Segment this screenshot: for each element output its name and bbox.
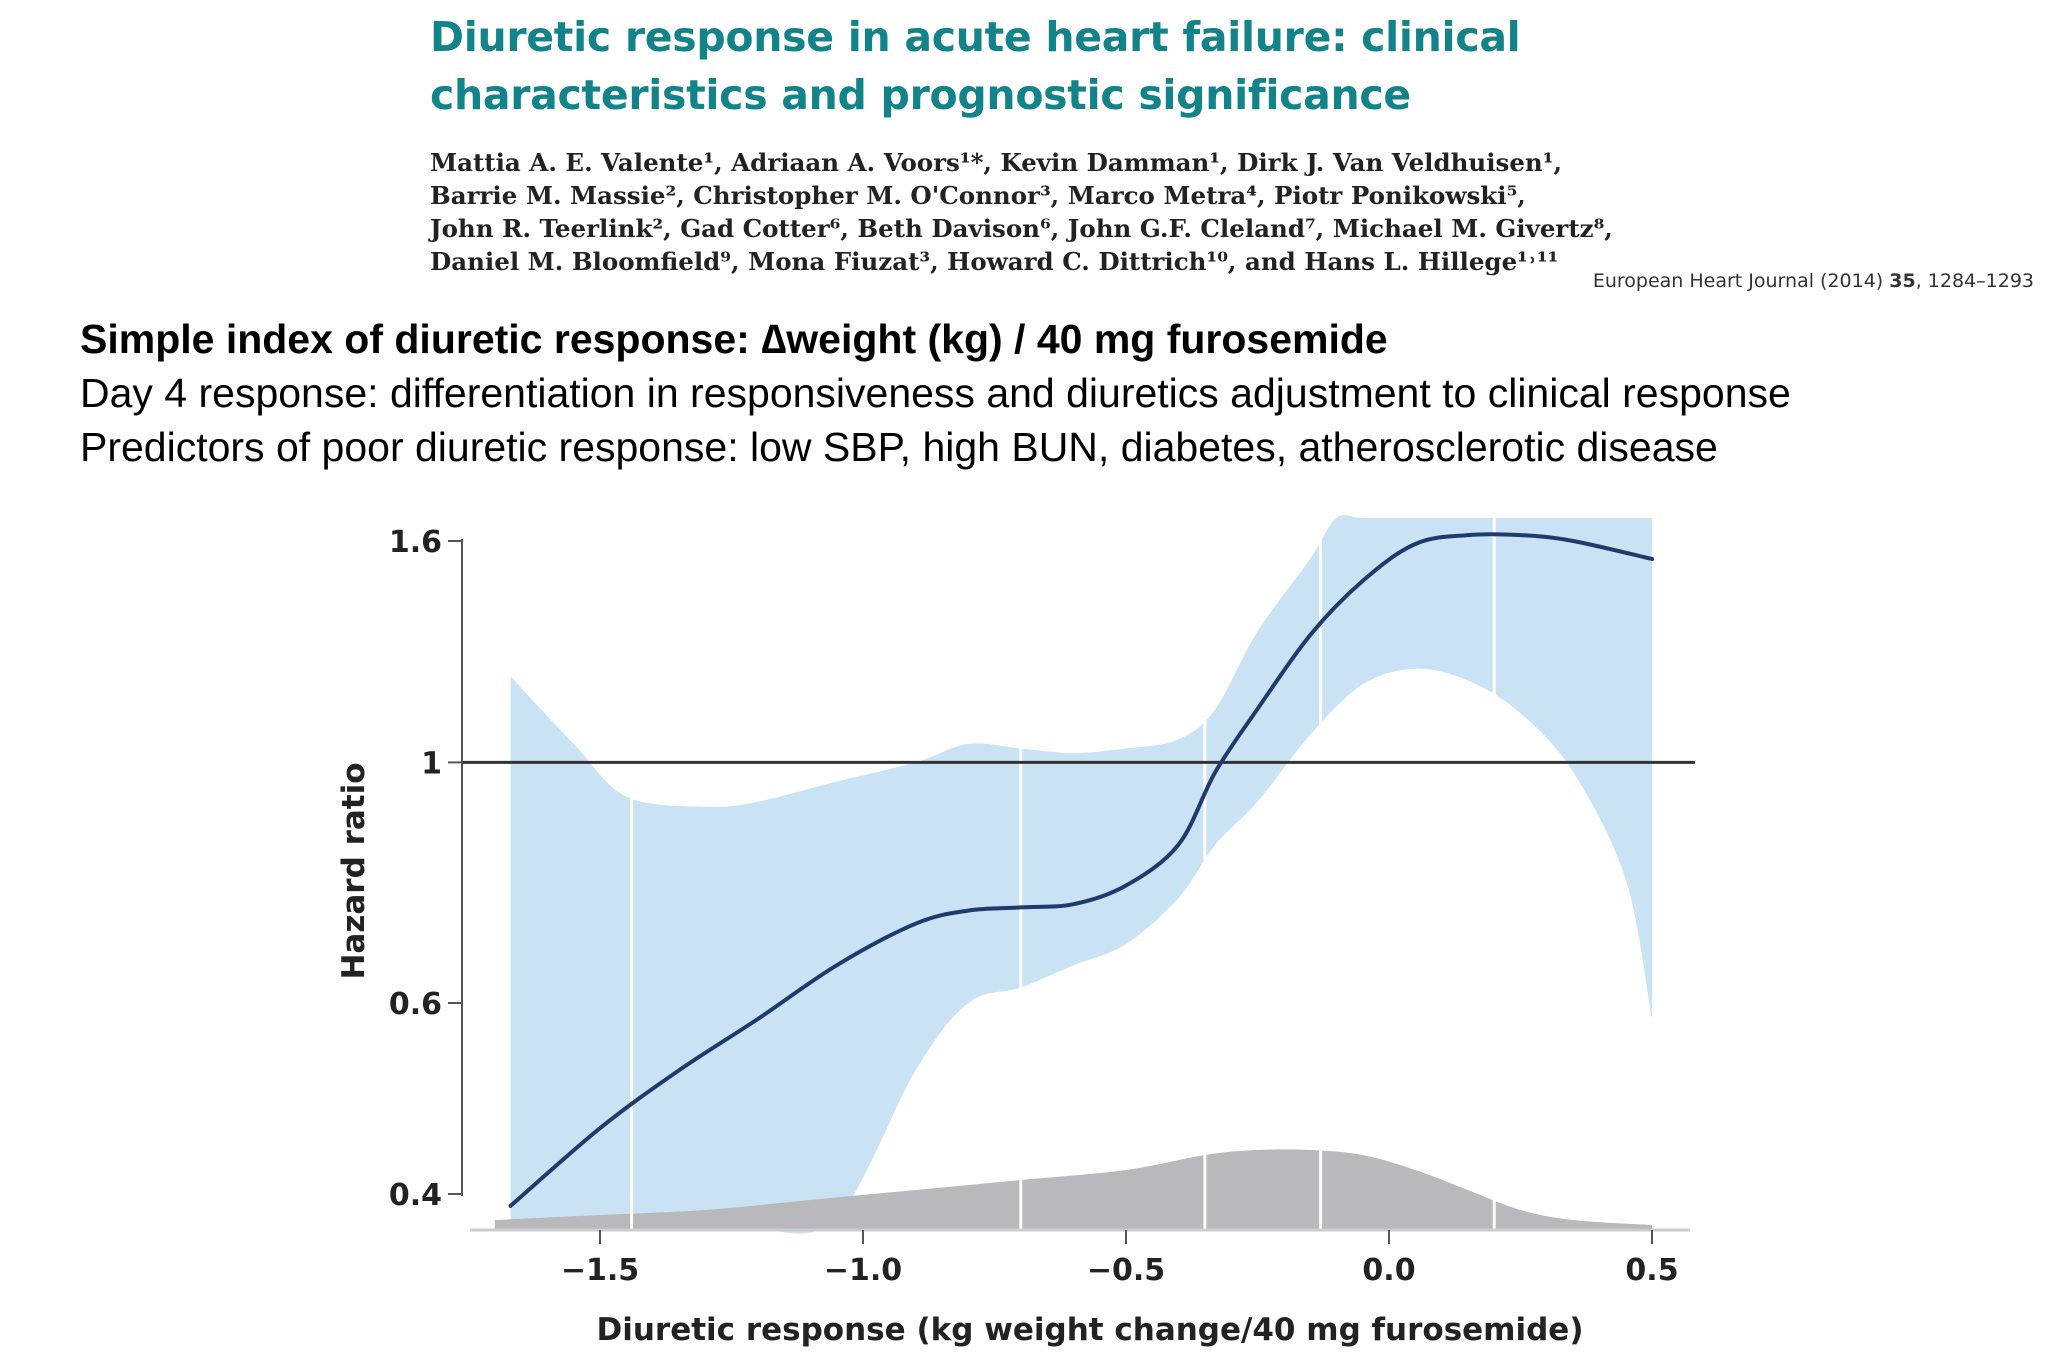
- x-axis-label: Diuretic response (kg weight change/40 m…: [597, 1312, 1584, 1348]
- author-line-1: Mattia A. E. Valente¹, Adriaan A. Voors¹…: [430, 148, 1562, 177]
- axes-layer: 1.6 1 0.6 0.4 −1.5 −1.0 −0.5 0.0 0.5: [389, 525, 1690, 1288]
- y-tick-label-4: 0.4: [389, 1178, 442, 1213]
- ci-band: [510, 514, 1653, 1234]
- ci-band-layer: [510, 514, 1653, 1234]
- density-distribution: [494, 1149, 1652, 1230]
- journal-pages: , 1284–1293: [1915, 270, 2034, 292]
- x-tick-label-2: −1.0: [824, 1253, 902, 1288]
- y-tick-label-3: 0.6: [389, 987, 442, 1022]
- journal-citation: European Heart Journal (2014) 35, 1284–1…: [1593, 270, 2034, 292]
- estimate-curve: [508, 532, 1654, 1208]
- journal-volume: 35: [1889, 270, 1916, 292]
- x-tick-label-3: −0.5: [1087, 1253, 1165, 1288]
- y-axis-label: Hazard ratio: [336, 762, 372, 979]
- y-tick-label-1: 1.6: [389, 525, 442, 560]
- author-line-4: Daniel M. Bloomfield⁹, Mona Fiuzat³, How…: [430, 247, 1559, 276]
- paper-title: Diuretic response in acute heart failure…: [430, 8, 1630, 124]
- x-tick-label-4: 0.0: [1362, 1253, 1415, 1288]
- journal-name: European Heart Journal (2014): [1592, 270, 1884, 292]
- density-layer: [494, 1149, 1652, 1230]
- paper-title-line-1: Diuretic response in acute heart failure…: [430, 13, 1521, 61]
- x-tick-label-5: 0.5: [1625, 1253, 1678, 1288]
- estimate-curve-layer: [508, 532, 1654, 1208]
- paper-title-line-2: characteristics and prognostic significa…: [430, 71, 1411, 119]
- y-tick-label-2: 1: [421, 746, 442, 781]
- x-tick-label-1: −1.5: [561, 1253, 639, 1288]
- vertical-guides-layer: [630, 492, 1496, 1230]
- author-list: Mattia A. E. Valente¹, Adriaan A. Voors¹…: [430, 146, 1630, 278]
- author-line-2: Barrie M. Massie², Christopher M. O'Conn…: [430, 181, 1526, 210]
- author-line-3: John R. Teerlink², Gad Cotter⁶, Beth Dav…: [430, 214, 1613, 243]
- slide-headline: Simple index of diuretic response: ∆weig…: [80, 316, 1388, 362]
- slide-bullet-2: Predictors of poor diuretic response: lo…: [80, 424, 1718, 470]
- slide-text-block: Simple index of diuretic response: ∆weig…: [80, 312, 2040, 474]
- slide-bullet-1: Day 4 response: differentiation in respo…: [80, 370, 1791, 416]
